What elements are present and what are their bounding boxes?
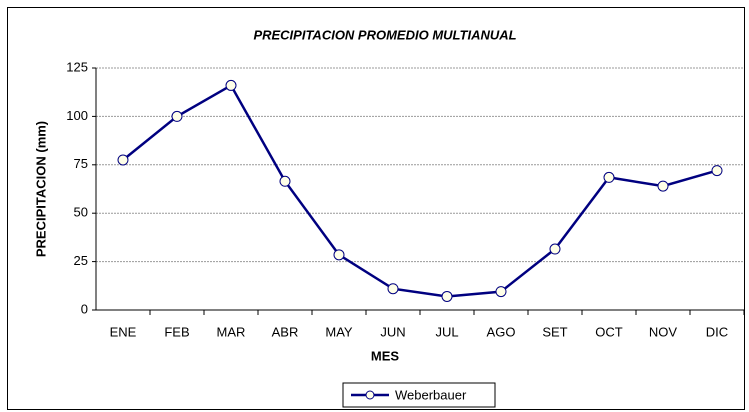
- x-tick-label: MAY: [325, 324, 353, 339]
- point: [603, 171, 615, 183]
- point: [387, 283, 399, 295]
- chart-frame: [7, 7, 745, 410]
- x-tick-label: NOV: [649, 324, 678, 339]
- x-axis-label: MES: [371, 348, 400, 363]
- point: [711, 165, 723, 177]
- y-tick-label: 125: [66, 59, 88, 74]
- x-tick-label: SET: [542, 324, 567, 339]
- y-tick-label: 75: [74, 156, 88, 171]
- chart-title: PRECIPITACION PROMEDIO MULTIANUAL: [253, 27, 516, 42]
- series-line: [122, 83, 718, 298]
- point: [117, 154, 129, 166]
- x-tick-label: FEB: [164, 324, 189, 339]
- point: [171, 110, 183, 122]
- legend-label: Weberbauer: [395, 387, 467, 402]
- x-tick-label: OCT: [595, 324, 623, 339]
- point: [333, 249, 345, 261]
- legend-marker: [365, 390, 375, 400]
- x-tick-label: ABR: [272, 324, 299, 339]
- y-tick-label: 50: [74, 205, 88, 220]
- x-tick-label: DIC: [706, 324, 728, 339]
- point: [495, 286, 507, 298]
- x-tick-label: AGO: [487, 324, 516, 339]
- y-tick-label: 0: [81, 301, 88, 316]
- x-tick-label: JUN: [380, 324, 405, 339]
- point: [279, 175, 291, 187]
- point: [657, 180, 669, 192]
- y-tick-label: 25: [74, 253, 88, 268]
- y-tick-label: 100: [66, 108, 88, 123]
- point: [549, 243, 561, 255]
- y-axis-label: PRECIPITACION (mm): [33, 121, 48, 257]
- point: [441, 290, 453, 302]
- point: [225, 79, 237, 91]
- x-tick-label: ENE: [110, 324, 137, 339]
- x-tick-label: JUL: [435, 324, 458, 339]
- x-tick-label: MAR: [217, 324, 246, 339]
